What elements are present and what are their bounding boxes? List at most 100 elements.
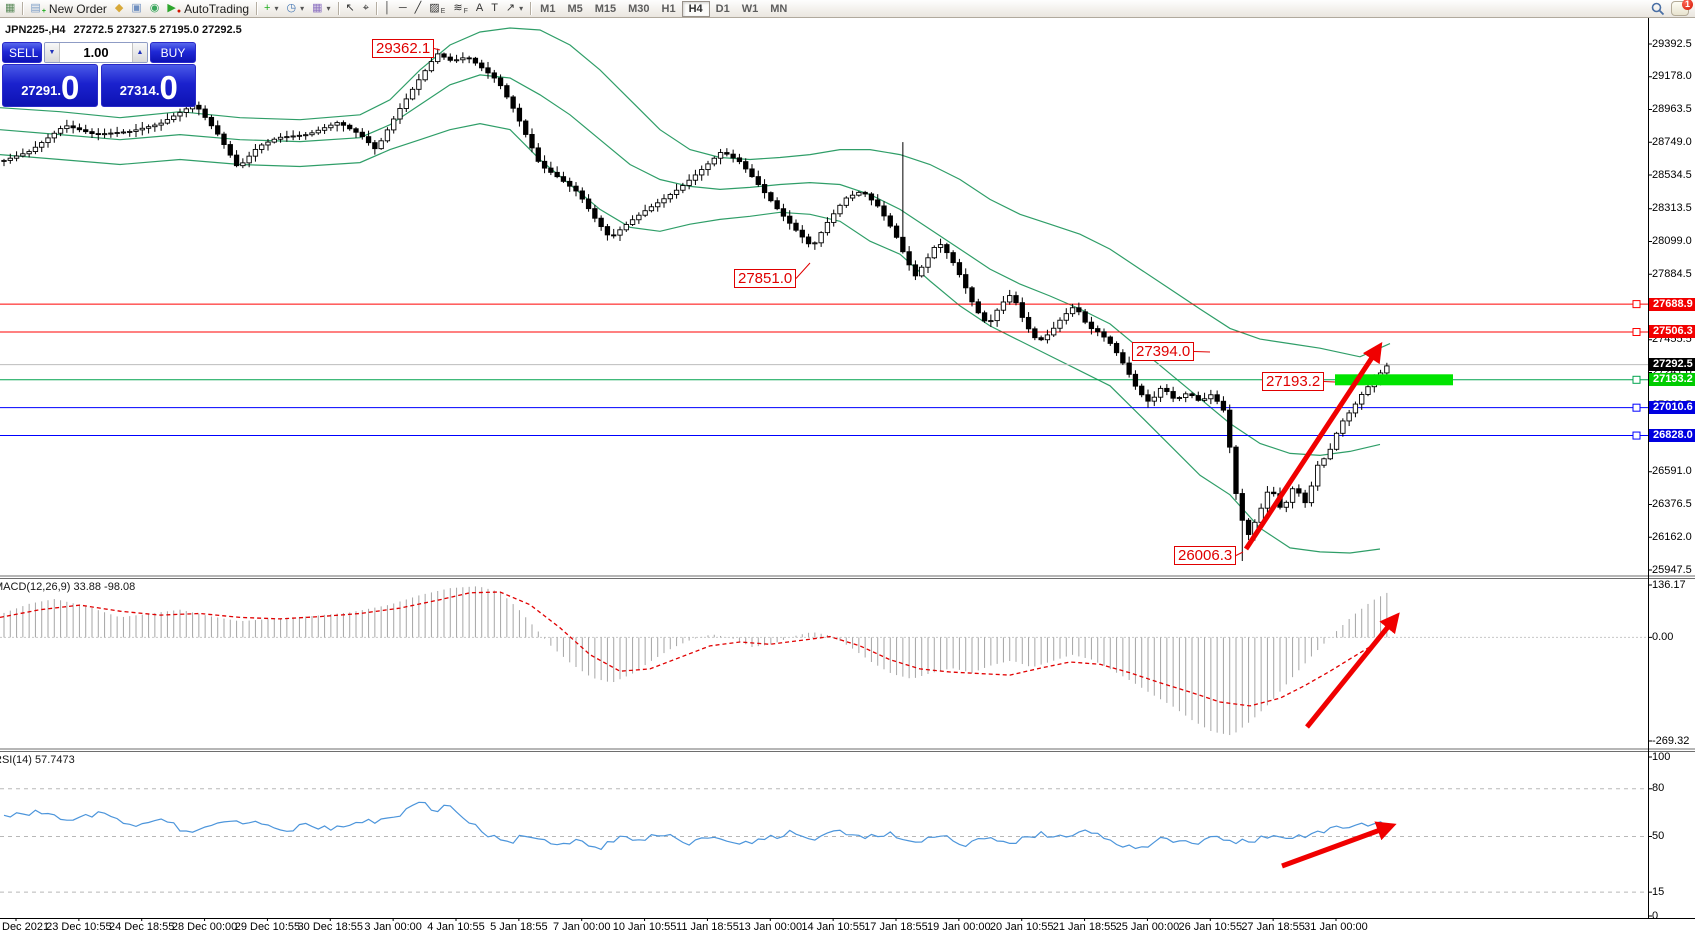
- toolbar-templates-button[interactable]: ▦ ▾: [308, 1, 334, 17]
- toolbar-periods-button[interactable]: ◷ ▾: [283, 1, 309, 17]
- price-callout[interactable]: 27193.2: [1262, 372, 1325, 391]
- callout-connector: [1235, 551, 1244, 556]
- toolbar-new-chart-button[interactable]: ▦: [1, 1, 19, 17]
- trend-arrow-main[interactable]: [1243, 341, 1383, 551]
- price-badge: 26828.0: [1649, 429, 1695, 443]
- x-axis-label: 3 Jan 00:00: [364, 921, 422, 933]
- line-anchor-square[interactable]: [1632, 300, 1641, 309]
- price-callout[interactable]: 27394.0: [1132, 342, 1195, 361]
- buy-price-panel[interactable]: 27314. 0: [100, 64, 196, 107]
- highlight-bar[interactable]: [1335, 374, 1453, 386]
- y-axis-label: 26376.5: [1652, 497, 1692, 510]
- x-axis-label: 29 Dec 10:55: [234, 921, 301, 933]
- macd-histogram: [3, 586, 1388, 736]
- vertical-line-icon: │: [383, 2, 391, 14]
- x-axis-label: 24 Dec 18:55: [108, 921, 175, 933]
- horizontal-line-icon: ─: [398, 2, 407, 14]
- x-axis-label: 27 Jan 18:55: [1241, 921, 1305, 933]
- price-badge: 27292.5: [1649, 358, 1695, 372]
- symbol-period-label: JPN225-,H4: [5, 24, 66, 36]
- timeframe-m5-button[interactable]: M5: [567, 2, 583, 15]
- toolbar-horizontal-line-button[interactable]: ─: [395, 1, 411, 17]
- metaeditor-icon: ◆: [114, 2, 124, 14]
- price-badge: 27688.9: [1649, 297, 1695, 311]
- timeframe-w1-button[interactable]: W1: [741, 2, 759, 15]
- price-badge: 27193.2: [1649, 373, 1695, 387]
- sell-price-panel[interactable]: 27291. 0: [2, 64, 98, 107]
- toolbar-signals-button[interactable]: ◉: [146, 1, 164, 17]
- trend-arrow-macd[interactable]: [1305, 612, 1400, 729]
- one-click-trading-panel: SELL ▼ 1.00 ▲ BUY 27291. 0 27314. 0: [2, 42, 196, 107]
- rsi-label: RSI(14) 57.7473: [0, 754, 75, 766]
- line-anchor-square[interactable]: [1632, 431, 1641, 440]
- line-anchor-square[interactable]: [1632, 403, 1641, 412]
- x-axis-label: 31 Jan 00:00: [1304, 921, 1368, 933]
- sell-price: 27291.: [21, 83, 61, 98]
- toolbar-equidistant-channel-button[interactable]: ▨ E: [425, 1, 449, 17]
- toolbar-separator: [256, 2, 258, 15]
- fibonacci-sub-label: F: [463, 7, 468, 15]
- sell-price-pips: 0: [60, 69, 79, 106]
- volume-decrease-button[interactable]: ▼: [45, 43, 60, 62]
- line-anchor-square[interactable]: [1632, 375, 1641, 384]
- x-axis-label: 14 Jan 10:55: [801, 921, 865, 933]
- timeframe-m15-button[interactable]: M15: [594, 2, 617, 15]
- line-anchor-square[interactable]: [1632, 327, 1641, 336]
- x-axis-label: 28 Dec 00:00: [171, 921, 238, 933]
- bollinger-lower-band: [0, 122, 1381, 554]
- toolbar-terminal-button[interactable]: ▣: [127, 1, 145, 17]
- x-axis-label: 21 Jan 18:55: [1052, 921, 1117, 933]
- x-axis-label: 17 Jan 18:55: [864, 921, 928, 933]
- toolbar-crosshair-button[interactable]: ⌖: [359, 1, 373, 17]
- toolbar-fibonacci-button[interactable]: ≋ F: [449, 1, 472, 17]
- crosshair-icon: ⌖: [362, 2, 369, 14]
- toolbar-arrows-button[interactable]: ↗ ▾: [502, 1, 527, 17]
- price-callout[interactable]: 27851.0: [734, 269, 797, 288]
- toolbar-autotrading-button[interactable]: ▶ ● AutoTrading: [163, 1, 253, 17]
- x-axis-label: 11 Jan 18:55: [676, 921, 739, 933]
- toolbar-vertical-line-button[interactable]: │: [380, 1, 395, 17]
- text-icon: A: [475, 2, 484, 14]
- autotrading-icon: ▶: [167, 2, 176, 14]
- toolbar-trendline-button[interactable]: ╱: [411, 1, 426, 17]
- toolbar-indicators-button[interactable]: + ▾: [260, 1, 282, 17]
- callout-connector: [795, 262, 811, 279]
- search-icon[interactable]: [1651, 2, 1665, 16]
- chevron-down-icon: ▾: [274, 4, 279, 13]
- timeframe-h4-button[interactable]: H4: [681, 0, 710, 17]
- trend-arrow-rsi[interactable]: [1281, 821, 1397, 869]
- timeframe-h1-button[interactable]: H1: [661, 2, 676, 15]
- toolbar-separator: [375, 2, 377, 15]
- timeframe-d1-button[interactable]: D1: [715, 2, 730, 15]
- timeframe-mn-button[interactable]: MN: [770, 2, 788, 15]
- volume-increase-button[interactable]: ▲: [132, 43, 147, 62]
- notification-bubble-icon[interactable]: 1: [1671, 0, 1693, 16]
- timeframe-m30-button[interactable]: M30: [628, 2, 650, 15]
- buy-button[interactable]: BUY: [150, 42, 196, 63]
- volume-value[interactable]: 1.00: [83, 45, 109, 60]
- volume-stepper[interactable]: ▼ 1.00 ▲: [44, 42, 148, 63]
- sell-button[interactable]: SELL: [2, 42, 42, 63]
- y-axis-label: 28099.0: [1652, 234, 1692, 247]
- timeframe-m1-button[interactable]: M1: [540, 2, 556, 15]
- callout-connector: [433, 48, 441, 51]
- x-axis-label: 4 Jan 10:55: [427, 921, 485, 933]
- buy-price: 27314.: [119, 83, 160, 98]
- toolbar-separator: [530, 2, 532, 15]
- price-callout[interactable]: 29362.1: [372, 39, 435, 58]
- x-axis-label: 25 Jan 00:00: [1115, 921, 1180, 933]
- price-badge: 27010.6: [1649, 401, 1695, 415]
- new-chart-icon: ▦: [5, 2, 16, 14]
- price-callout[interactable]: 26006.3: [1174, 546, 1237, 565]
- x-axis-label: 10 Jan 10:55: [612, 921, 677, 933]
- y-axis-label: 29392.5: [1652, 37, 1692, 50]
- toolbar-cursor-button[interactable]: ↖: [342, 1, 359, 17]
- new-order-label: New Order: [48, 1, 107, 16]
- toolbar-metaeditor-button[interactable]: ◆: [111, 1, 127, 17]
- buy-price-pips: 0: [159, 69, 177, 106]
- toolbar-text-button[interactable]: A: [472, 1, 487, 17]
- toolbar-new-order-button[interactable]: ▤ + New Order: [26, 1, 111, 17]
- toolbar-text-label-button[interactable]: T: [487, 1, 502, 17]
- chevron-down-icon: ▾: [300, 4, 305, 13]
